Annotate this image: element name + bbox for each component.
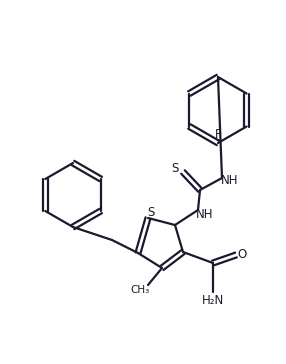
Text: O: O [237, 249, 247, 261]
Text: F: F [215, 128, 221, 142]
Text: S: S [147, 206, 155, 219]
Text: H₂N: H₂N [202, 293, 224, 306]
Text: NH: NH [221, 174, 239, 186]
Text: NH: NH [196, 207, 214, 221]
Text: CH₃: CH₃ [130, 285, 150, 295]
Text: S: S [171, 162, 179, 174]
